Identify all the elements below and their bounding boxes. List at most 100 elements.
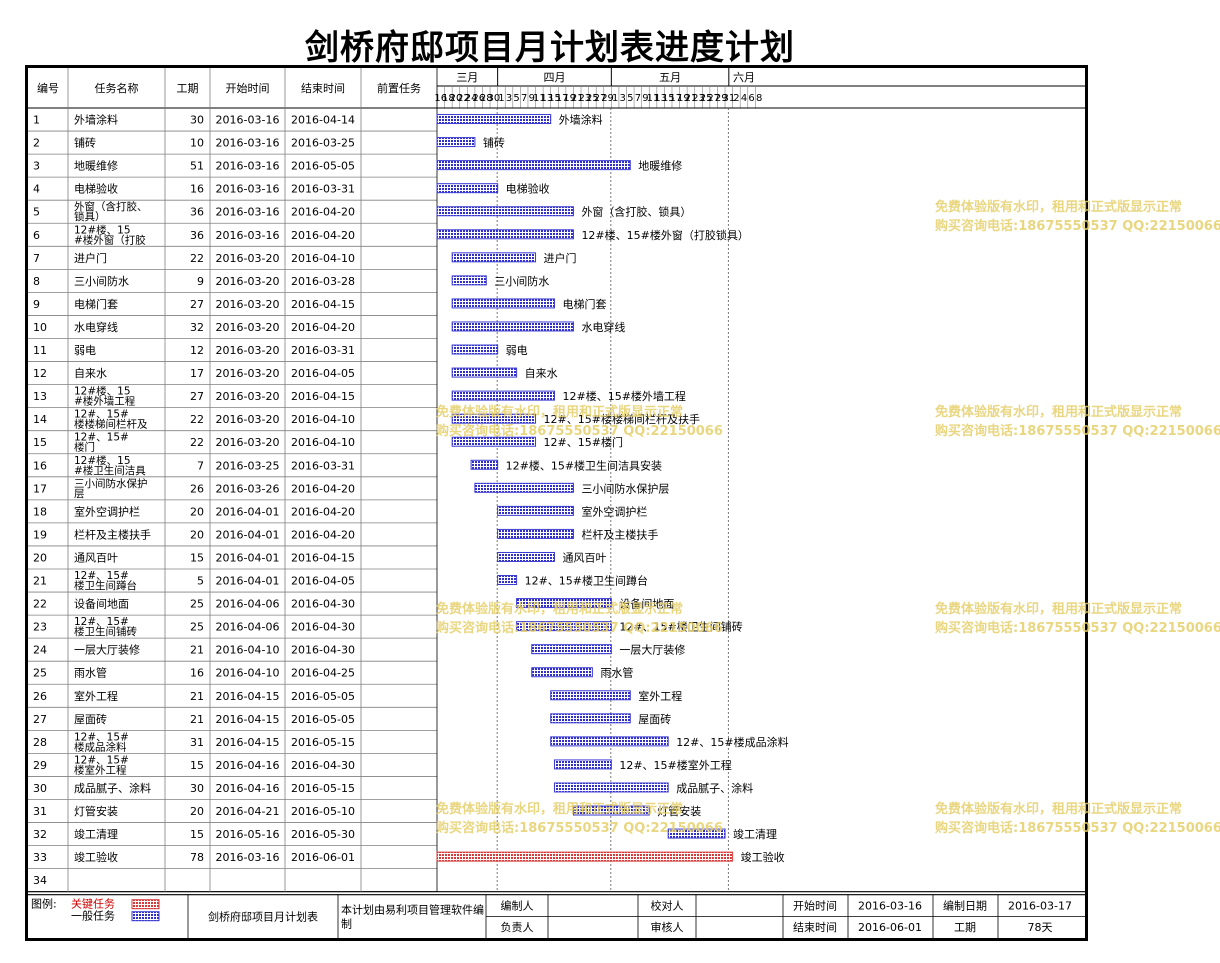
header-predecessor: 前置任务 <box>377 81 421 95</box>
task-id: 29 <box>33 759 47 772</box>
day-label: 7 <box>635 93 641 104</box>
day-label: 17 <box>669 93 682 104</box>
task-duration: 27 <box>190 390 204 403</box>
footer-editor-label: 编制人 <box>501 899 534 913</box>
task-start: 2016-03-26 <box>216 482 280 495</box>
task-bar-label: 电梯门套 <box>562 297 606 311</box>
day-label: 8 <box>756 93 762 104</box>
task-start: 2016-04-21 <box>216 805 280 818</box>
task-start: 2016-03-16 <box>216 851 280 864</box>
day-label: 1 <box>498 93 504 104</box>
task-bar <box>436 229 574 240</box>
task-name: 设备间地面 <box>74 597 129 611</box>
task-start: 2016-04-01 <box>216 551 280 564</box>
day-label: 2 <box>733 93 739 104</box>
task-start: 2016-04-15 <box>216 736 280 749</box>
task-bar <box>553 759 612 770</box>
day-label: 25 <box>700 93 713 104</box>
legend-normal-label: 一般任务 <box>71 910 115 923</box>
task-name: 12#、15# <box>74 731 129 743</box>
task-name: #楼卫生间洁具 <box>74 464 146 477</box>
task-start: 2016-04-15 <box>216 713 280 726</box>
task-name: 通风百叶 <box>74 551 118 564</box>
task-start: 2016-04-16 <box>216 759 280 772</box>
task-id: 9 <box>33 298 40 311</box>
task-bar <box>451 436 537 447</box>
task-bar <box>531 667 593 678</box>
task-bar <box>572 805 650 816</box>
task-bar <box>550 690 631 701</box>
task-id: 13 <box>33 390 47 403</box>
task-id: 23 <box>33 621 47 634</box>
task-bar-label: 水电穿线 <box>581 320 625 334</box>
task-bar <box>451 321 574 332</box>
task-bar <box>451 344 499 355</box>
task-duration: 26 <box>190 482 204 495</box>
task-id: 12 <box>33 367 47 380</box>
task-name: 12#、15# <box>74 754 129 766</box>
day-label: 15 <box>548 93 561 104</box>
task-start: 2016-04-06 <box>216 621 280 634</box>
day-label: 16 <box>434 93 447 104</box>
task-end: 2016-04-20 <box>291 321 355 334</box>
task-bar <box>550 713 631 724</box>
task-bar-label: 12#楼、15#楼外窗（打胶锁具） <box>581 228 748 242</box>
day-label: 6 <box>748 93 754 104</box>
task-bar <box>516 621 612 632</box>
task-name: 12#、15# <box>74 432 129 444</box>
task-duration: 15 <box>190 759 204 772</box>
day-label: 11 <box>647 93 660 104</box>
task-bar <box>436 160 631 171</box>
task-end: 2016-04-15 <box>291 298 355 311</box>
day-label: 3 <box>620 93 626 104</box>
task-id: 2 <box>33 137 40 150</box>
task-name: 外窗（含打胶、 <box>74 200 148 213</box>
task-duration: 21 <box>190 713 204 726</box>
task-start: 2016-03-20 <box>216 275 280 288</box>
task-id: 27 <box>33 713 47 726</box>
month-label: 五月 <box>659 71 681 84</box>
task-end: 2016-05-05 <box>291 160 355 173</box>
task-name: 雨水管 <box>74 666 107 680</box>
task-name: 进户门 <box>74 251 107 265</box>
task-bar <box>451 367 518 378</box>
task-duration: 78 <box>190 851 204 864</box>
task-start: 2016-04-01 <box>216 505 280 518</box>
task-duration: 27 <box>190 298 204 311</box>
task-end: 2016-05-05 <box>291 713 355 726</box>
task-bar-label: 外墙涂料 <box>559 113 603 127</box>
header-end: 结束时间 <box>301 82 345 95</box>
task-bar-label: 三小间防水保护层 <box>581 481 669 495</box>
task-bar-label: 屋面砖 <box>638 712 671 726</box>
task-name: 楼卫生间铺砖 <box>74 625 137 638</box>
task-start: 2016-03-16 <box>216 206 280 219</box>
task-id: 32 <box>33 828 47 841</box>
legend-normal-swatch <box>131 911 160 922</box>
footer-reviewer-label: 审核人 <box>651 920 684 934</box>
task-bar <box>497 528 574 539</box>
footer-owner-label: 负责人 <box>501 920 534 934</box>
task-id: 20 <box>33 551 47 564</box>
task-bar <box>436 137 476 148</box>
day-label: 19 <box>677 93 690 104</box>
task-name: 12#、15# <box>74 616 129 628</box>
task-name: 地暖维修 <box>74 159 118 173</box>
task-name: 水电穿线 <box>74 320 118 334</box>
task-name: 楼卫生间蹲台 <box>74 579 137 592</box>
task-id: 10 <box>33 321 47 334</box>
task-end: 2016-04-20 <box>291 528 355 541</box>
task-start: 2016-04-10 <box>216 644 280 657</box>
task-end: 2016-04-25 <box>291 667 355 680</box>
task-name: #楼外窗（打胶 <box>74 233 146 246</box>
task-end: 2016-04-05 <box>291 575 355 588</box>
task-id: 6 <box>33 229 40 242</box>
day-label: 25 <box>586 93 599 104</box>
task-id: 25 <box>33 667 47 680</box>
task-id: 3 <box>33 160 40 173</box>
task-name: 室外空调护栏 <box>74 504 140 518</box>
task-end: 2016-04-20 <box>291 482 355 495</box>
task-id: 16 <box>33 459 47 472</box>
task-duration: 22 <box>190 436 204 449</box>
task-start: 2016-04-01 <box>216 575 280 588</box>
task-name: 楼楼梯间栏杆及 <box>74 418 148 431</box>
